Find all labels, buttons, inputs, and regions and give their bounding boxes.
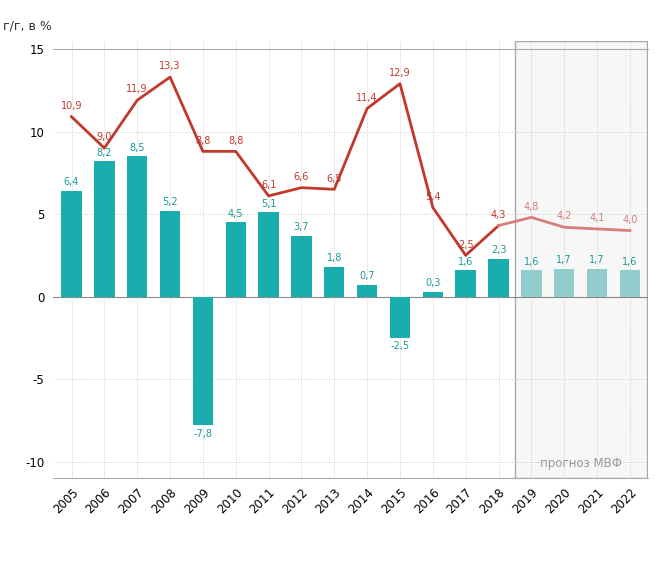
Bar (554, 269, 574, 297)
Bar (291, 236, 311, 297)
Text: 1,6: 1,6 (458, 257, 474, 266)
Text: прогноз МВФ: прогноз МВФ (540, 457, 622, 470)
Text: 1,6: 1,6 (524, 257, 539, 266)
Text: 4,0: 4,0 (622, 215, 637, 225)
Text: 8,8: 8,8 (228, 136, 243, 146)
Text: 0,7: 0,7 (359, 271, 375, 282)
Bar (192, 297, 213, 425)
Text: 4,1: 4,1 (589, 213, 605, 223)
Bar (620, 270, 640, 297)
Text: 4,2: 4,2 (556, 212, 572, 222)
Bar (515, 41, 647, 478)
Bar (423, 292, 443, 297)
Text: 2,3: 2,3 (491, 245, 506, 255)
Text: 1,6: 1,6 (622, 257, 637, 266)
Bar (324, 267, 345, 297)
Bar (357, 285, 377, 297)
Text: 8,2: 8,2 (97, 147, 112, 157)
Bar (587, 269, 607, 297)
Text: 6,4: 6,4 (64, 177, 79, 187)
Text: 11,9: 11,9 (126, 85, 148, 94)
Text: 5,1: 5,1 (261, 199, 277, 209)
Text: 4,8: 4,8 (524, 202, 539, 212)
Text: 5,2: 5,2 (162, 197, 178, 207)
Text: 8,8: 8,8 (195, 136, 210, 146)
Bar (226, 222, 246, 297)
Text: 6,6: 6,6 (294, 172, 309, 182)
Text: 2,5: 2,5 (458, 240, 474, 250)
Bar (160, 211, 180, 297)
Text: 8,5: 8,5 (130, 143, 145, 153)
Text: 13,3: 13,3 (159, 61, 181, 71)
Bar (94, 161, 114, 297)
Text: 4,5: 4,5 (228, 209, 244, 219)
Text: 3,7: 3,7 (294, 222, 309, 232)
Legend: ВВП, Инфляция: ВВП, Инфляция (188, 580, 370, 583)
Text: 10,9: 10,9 (61, 101, 82, 111)
Text: 1,7: 1,7 (589, 255, 605, 265)
Text: 4,3: 4,3 (491, 210, 506, 220)
Text: г/г, в %: г/г, в % (3, 19, 52, 32)
Bar (521, 270, 542, 297)
Text: 1,8: 1,8 (327, 253, 342, 264)
Bar (390, 297, 410, 338)
Text: 11,4: 11,4 (356, 93, 378, 103)
Text: 9,0: 9,0 (97, 132, 112, 142)
Text: 12,9: 12,9 (389, 68, 411, 78)
Bar (259, 212, 279, 297)
Text: 5,4: 5,4 (425, 192, 441, 202)
Text: 1,7: 1,7 (556, 255, 572, 265)
Text: -7,8: -7,8 (194, 429, 212, 439)
Bar (127, 156, 148, 297)
Text: -2,5: -2,5 (390, 342, 409, 352)
Bar (456, 270, 476, 297)
Text: 6,5: 6,5 (327, 174, 342, 184)
Bar (488, 259, 509, 297)
Bar (61, 191, 81, 297)
Text: 0,3: 0,3 (425, 278, 440, 288)
Text: 6,1: 6,1 (261, 180, 277, 190)
